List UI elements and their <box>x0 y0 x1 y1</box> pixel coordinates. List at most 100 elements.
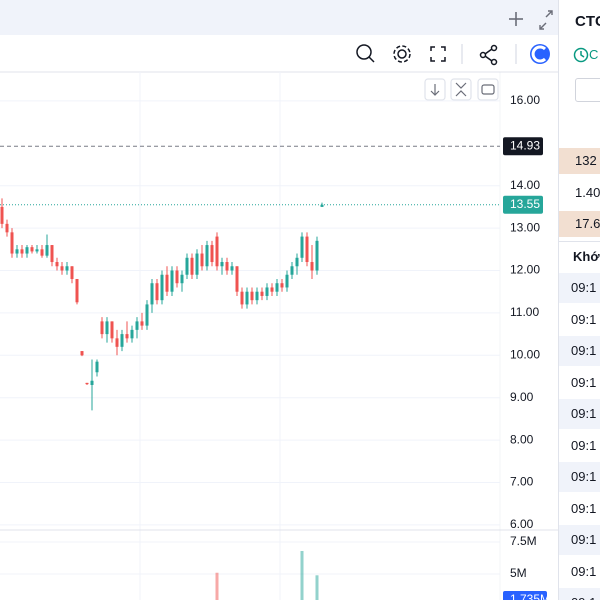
side-panel: CTCC1321.4017.6Khớ09:109:109:109:109:109… <box>558 0 600 600</box>
candle-body <box>150 283 154 305</box>
candle-body <box>130 329 134 339</box>
candle-body <box>5 223 9 233</box>
chart: 6.00 7.00 8.00 9.00 10.00 11.00 12.00 13.00 14.0… <box>0 0 558 600</box>
section-title: Khớ <box>573 249 600 264</box>
candle-body <box>190 257 194 275</box>
top-bar <box>0 0 558 35</box>
candle-body <box>30 247 34 252</box>
volume-label-bg <box>503 591 547 600</box>
trade-time: 09:1 <box>559 430 600 461</box>
candle-body <box>300 236 304 258</box>
price-label-bg <box>503 137 543 156</box>
stat-row: 17.6 <box>559 211 600 237</box>
volume-tick-label: 5M <box>510 566 527 580</box>
y-tick-label: 9.00 <box>510 390 534 404</box>
candle-body <box>255 291 259 301</box>
trade-time: 09:1 <box>559 588 600 600</box>
candle-body <box>170 270 174 292</box>
candle-body <box>105 321 109 335</box>
candle-body <box>290 266 294 275</box>
y-tick-label: 12.00 <box>510 263 540 277</box>
candle-body <box>200 253 204 267</box>
y-tick-label: 16.00 <box>510 93 540 107</box>
y-tick-label: 13.00 <box>510 220 540 234</box>
candle-body <box>225 262 229 271</box>
settings-button[interactable] <box>393 45 411 63</box>
candle-body <box>295 257 299 267</box>
candle-body <box>160 274 164 301</box>
candle-body <box>260 291 264 296</box>
volume-bar <box>315 575 319 600</box>
volume-tick-label: 7.5M <box>510 534 537 548</box>
candle-body <box>305 236 309 263</box>
y-tick-label: 14.00 <box>510 178 540 192</box>
trade-time: 09:1 <box>559 399 600 429</box>
expand-button[interactable] <box>539 10 553 30</box>
candle-body <box>220 262 224 267</box>
collapse-button[interactable] <box>450 78 472 101</box>
candle-body <box>215 236 219 267</box>
candle-body <box>125 334 129 339</box>
candle-body <box>235 266 239 292</box>
candle-body <box>315 240 319 271</box>
trade-time: 09:1 <box>559 462 600 492</box>
y-tick-label: 10.00 <box>510 347 540 361</box>
indicator-button[interactable] <box>356 44 375 63</box>
trade-time: 09:1 <box>559 336 600 366</box>
candle-body <box>270 287 274 292</box>
candle-body <box>45 245 49 256</box>
logo-button[interactable] <box>530 44 550 64</box>
candle-body <box>285 274 289 288</box>
candle-body <box>250 291 254 301</box>
candle-body <box>35 249 39 252</box>
candle-body <box>320 204 324 207</box>
candle-body <box>140 321 144 326</box>
candle-body <box>205 245 209 267</box>
candle-body <box>25 247 29 254</box>
candle-body <box>210 245 214 263</box>
input-box <box>575 78 600 102</box>
candle-body <box>165 274 169 292</box>
candle-body <box>60 266 64 271</box>
candle-body <box>120 334 124 347</box>
scroll-button[interactable] <box>424 78 446 101</box>
candle-body <box>20 249 24 254</box>
candle-body <box>145 304 149 326</box>
candle-body <box>55 262 59 267</box>
stat-row: 1.40 <box>559 180 600 206</box>
y-tick-label: 11.00 <box>510 305 539 319</box>
trade-time: 09:1 <box>559 493 600 524</box>
candle-body <box>110 321 114 339</box>
price-label: 14.93 <box>510 138 540 152</box>
divider <box>559 241 600 242</box>
add-button[interactable] <box>509 12 523 26</box>
y-tick-label: 7.00 <box>510 475 534 489</box>
volume-bar <box>300 550 304 600</box>
candle-body <box>115 338 119 347</box>
candle-body <box>265 287 269 296</box>
symbol: CTC <box>575 13 600 30</box>
candle-body <box>15 249 19 254</box>
fullscreen-button[interactable] <box>430 46 446 62</box>
reset-button[interactable] <box>477 78 499 101</box>
candle-body <box>195 253 199 275</box>
candle-body <box>50 245 54 263</box>
candle-body <box>230 266 234 271</box>
stat-row: 132 <box>559 148 600 174</box>
candle-body <box>10 232 14 254</box>
candle-body <box>240 291 244 305</box>
volume-bar <box>215 572 219 600</box>
candle-body <box>310 262 314 271</box>
price-label: 13.55 <box>510 197 540 211</box>
candle-body <box>135 321 139 330</box>
candle-body <box>185 257 189 275</box>
candle-body <box>155 283 159 301</box>
candle-body <box>65 266 69 271</box>
candle-body <box>70 266 74 279</box>
volume-label: 1.735M <box>510 592 550 600</box>
share-button[interactable] <box>479 44 498 66</box>
trade-time: 09:1 <box>559 556 600 587</box>
candle-body <box>175 270 179 284</box>
candle-body <box>90 380 94 385</box>
